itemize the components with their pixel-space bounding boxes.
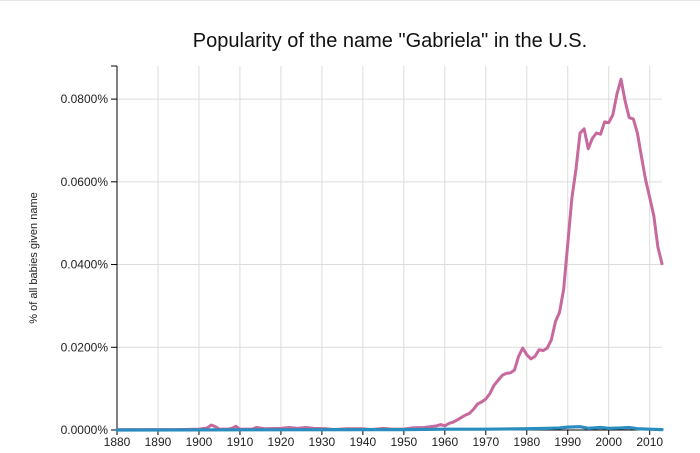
x-tick-label: 1960 [431, 435, 458, 449]
chart-title: Popularity of the name "Gabriela" in the… [192, 30, 588, 52]
y-tick-label: 0.0800% [61, 92, 109, 106]
x-tick-label: 1950 [390, 435, 417, 449]
x-tick-label: 1940 [350, 435, 377, 449]
x-tick-label: 2010 [636, 435, 663, 449]
top-divider [0, 0, 700, 1]
x-tick-label: 1920 [268, 435, 295, 449]
x-tick-label: 1980 [513, 435, 540, 449]
x-tick-label: 2000 [595, 435, 622, 449]
y-tick-label: 0.0000% [61, 423, 109, 437]
y-tick-label: 0.0200% [61, 340, 109, 354]
x-tick-label: 1910 [227, 435, 254, 449]
x-tick-label: 1890 [145, 435, 172, 449]
x-tick-label: 1970 [472, 435, 499, 449]
x-tick-label: 1930 [309, 435, 336, 449]
x-tick-label: 1990 [554, 435, 581, 449]
x-tick-label: 1880 [104, 435, 131, 449]
y-tick-label: 0.0400% [61, 258, 109, 272]
y-axis-label: % of all babies given name [28, 192, 40, 323]
y-tick-label: 0.0600% [61, 175, 109, 189]
x-tick-label: 1900 [186, 435, 213, 449]
series-line-blue [115, 425, 664, 432]
